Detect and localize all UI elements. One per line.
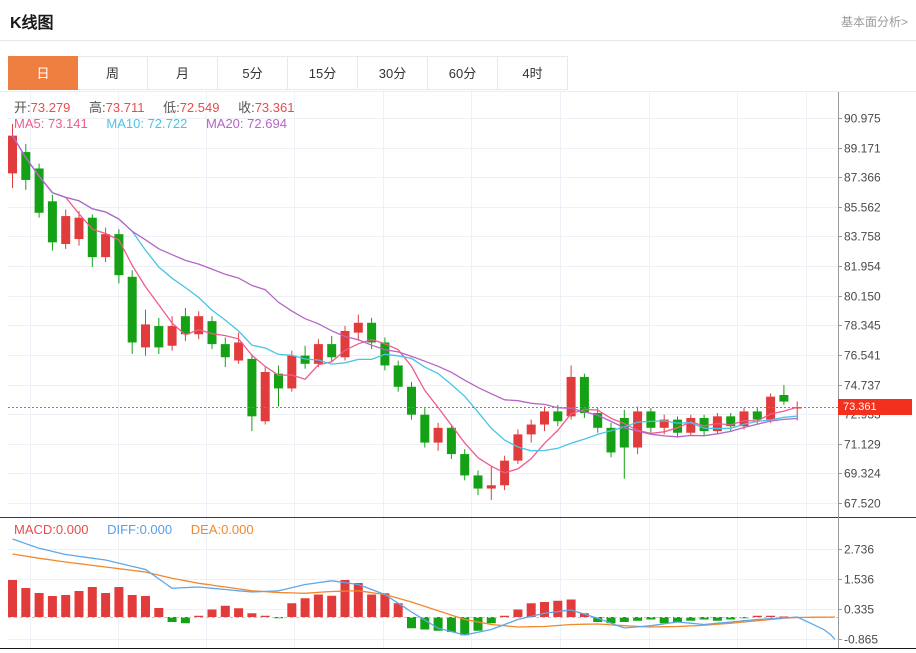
tab-5min[interactable]: 5分 [218, 56, 288, 90]
tab-month[interactable]: 月 [148, 56, 218, 90]
fundamental-analysis-link[interactable]: 基本面分析> [840, 15, 908, 29]
page-header: K线图 基本面分析> [0, 0, 916, 41]
svg-text:67.520: 67.520 [844, 497, 881, 511]
period-tabs: 日 周 月 5分 15分 30分 60分 4时 [8, 56, 568, 90]
svg-text:69.324: 69.324 [844, 467, 881, 481]
tabs-divider [0, 91, 916, 92]
svg-text:1.536: 1.536 [844, 573, 874, 587]
svg-text:85.562: 85.562 [844, 201, 881, 215]
tab-4hour[interactable]: 4时 [498, 56, 568, 90]
tab-30min[interactable]: 30分 [358, 56, 428, 90]
tab-60min[interactable]: 60分 [428, 56, 498, 90]
tab-week[interactable]: 周 [78, 56, 148, 90]
svg-text:74.737: 74.737 [844, 379, 881, 393]
svg-text:80.150: 80.150 [844, 290, 881, 304]
svg-text:0.335: 0.335 [844, 603, 874, 617]
svg-text:2.736: 2.736 [844, 543, 874, 557]
price-badge: 73.361 [838, 399, 912, 415]
svg-text:89.171: 89.171 [844, 142, 881, 156]
svg-text:78.345: 78.345 [844, 319, 881, 333]
svg-text:90.975: 90.975 [844, 112, 881, 126]
tab-day[interactable]: 日 [8, 56, 78, 90]
svg-text:76.541: 76.541 [844, 349, 881, 363]
svg-text:83.758: 83.758 [844, 230, 881, 244]
tab-15min[interactable]: 15分 [288, 56, 358, 90]
svg-text:-0.865: -0.865 [844, 633, 878, 647]
svg-text:87.366: 87.366 [844, 171, 881, 185]
page-title: K线图 [10, 15, 54, 32]
svg-text:71.129: 71.129 [844, 438, 881, 452]
svg-text:81.954: 81.954 [844, 260, 881, 274]
